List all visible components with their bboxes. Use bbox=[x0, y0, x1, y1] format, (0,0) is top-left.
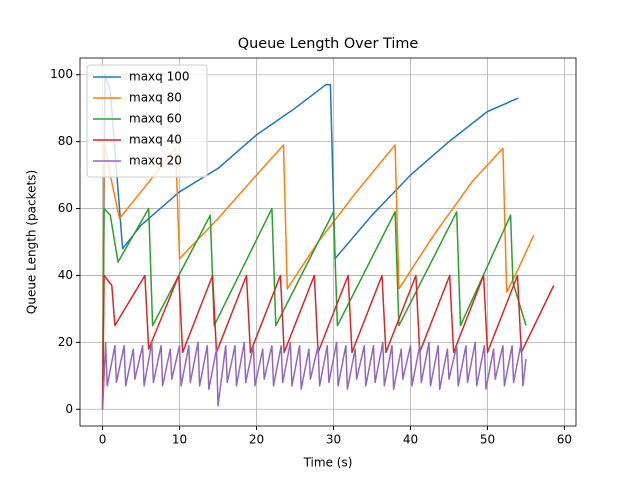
x-tick-label: 20 bbox=[249, 433, 264, 447]
y-tick-label: 60 bbox=[58, 201, 73, 215]
legend-label: maxq 100 bbox=[129, 70, 189, 84]
legend: maxq 100 maxq 80 maxq 60 maxq 40 maxq 20 bbox=[86, 64, 208, 178]
series-line bbox=[101, 274, 555, 410]
plot-frame bbox=[79, 57, 577, 427]
series-line bbox=[101, 73, 519, 410]
chart-title: Queue Length Over Time bbox=[238, 36, 419, 52]
series-line bbox=[101, 207, 527, 410]
series-line bbox=[101, 140, 535, 410]
legend-label: maxq 40 bbox=[129, 133, 182, 147]
series-line bbox=[101, 341, 527, 410]
y-axis-label: Queue Length (packets) bbox=[25, 170, 39, 314]
x-tick-label: 10 bbox=[172, 433, 187, 447]
x-tick-label: 50 bbox=[480, 433, 495, 447]
legend-label: maxq 80 bbox=[129, 91, 182, 105]
legend-label: maxq 60 bbox=[129, 112, 182, 126]
x-tick-label: 60 bbox=[557, 433, 572, 447]
legend-box bbox=[86, 64, 208, 178]
y-tick-label: 0 bbox=[65, 402, 73, 416]
x-tick-label: 40 bbox=[403, 433, 418, 447]
y-tick-label: 40 bbox=[58, 268, 73, 282]
y-tick-label: 100 bbox=[50, 67, 73, 81]
legend-label: maxq 20 bbox=[129, 154, 182, 168]
x-tick-label: 30 bbox=[326, 433, 341, 447]
y-tick-label: 80 bbox=[58, 134, 73, 148]
y-tick-label: 20 bbox=[58, 335, 73, 349]
x-tick-label: 0 bbox=[99, 433, 107, 447]
x-axis-label: Time (s) bbox=[303, 456, 353, 470]
